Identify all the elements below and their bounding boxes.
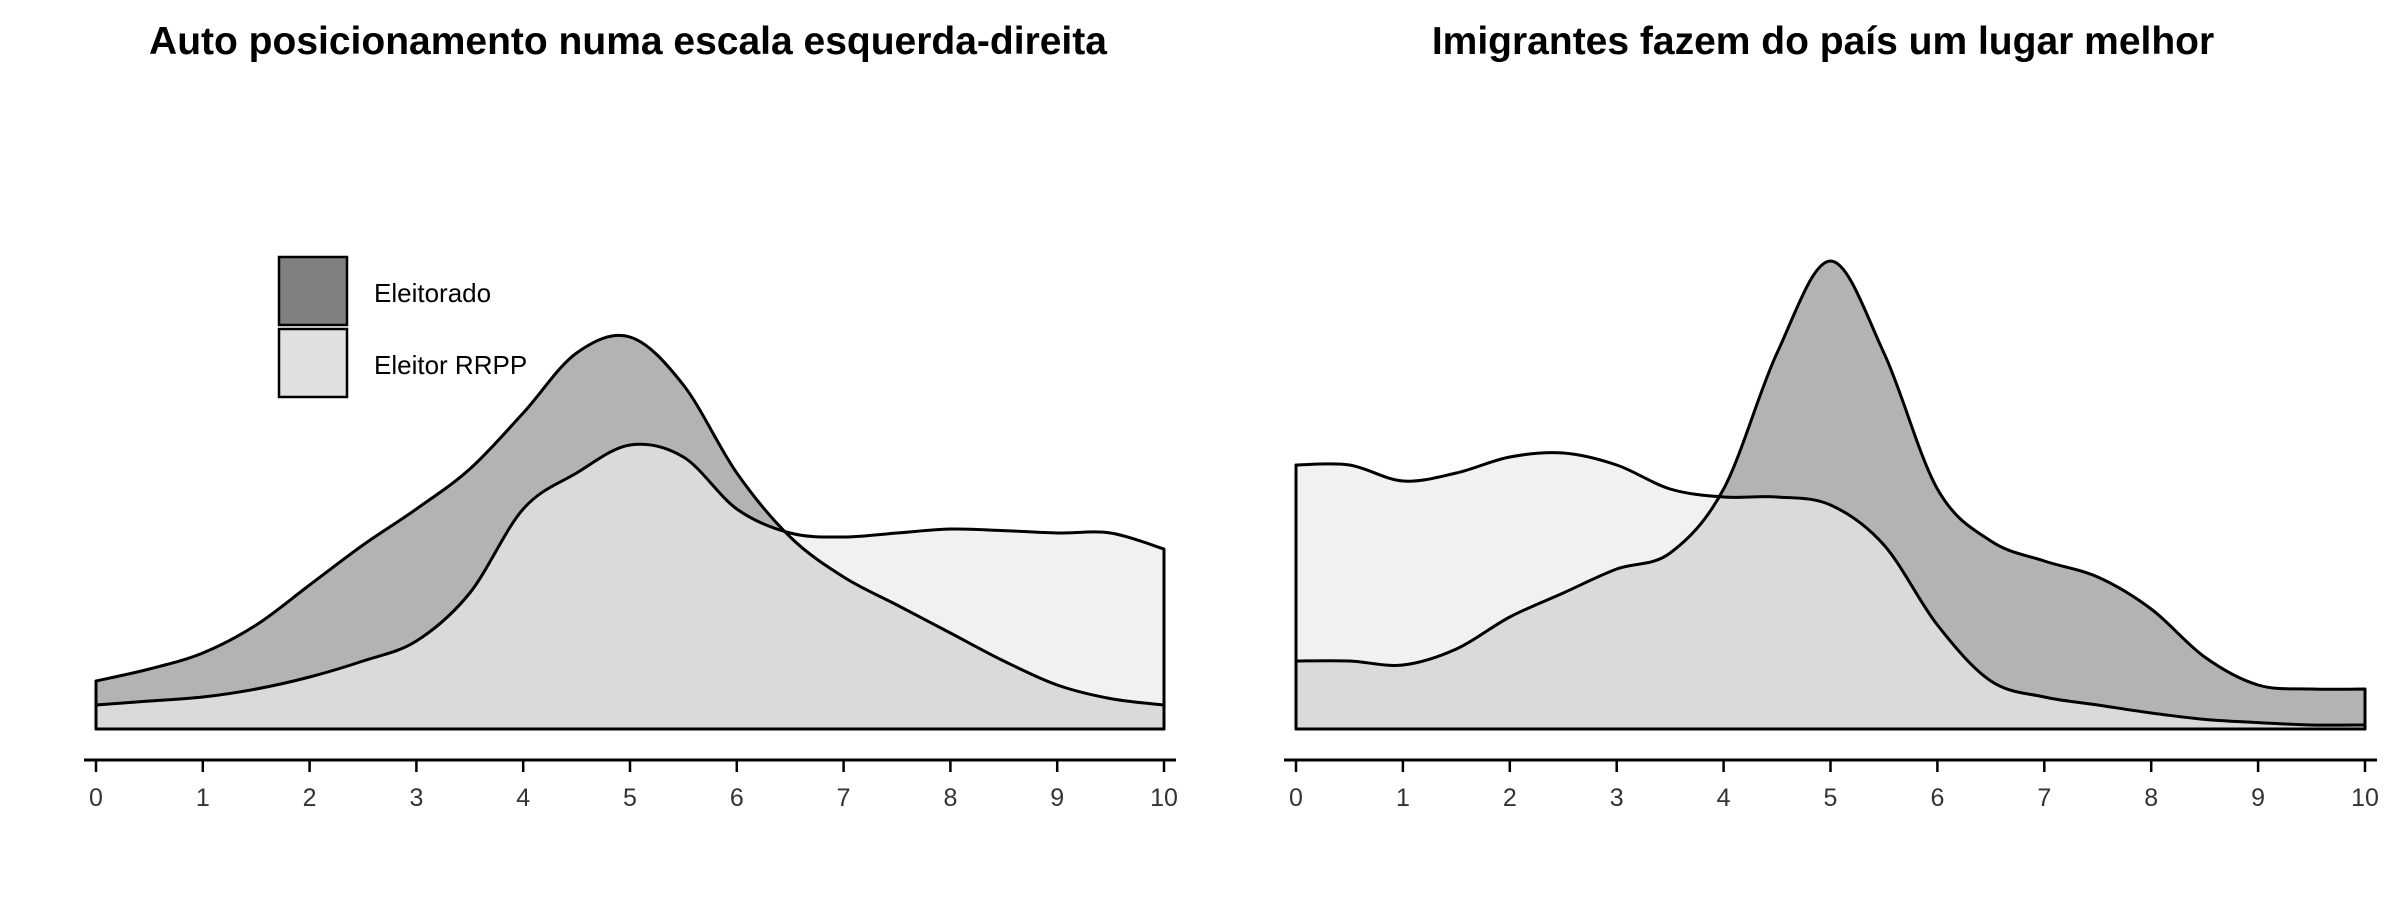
legend-label-eleitorado: Eleitorado bbox=[374, 278, 491, 308]
x-tick-label: 2 bbox=[1503, 784, 1517, 812]
series-layer bbox=[94, 333, 1166, 731]
x-tick-label: 3 bbox=[1610, 784, 1624, 812]
x-tick-label: 4 bbox=[516, 784, 530, 812]
x-tick-label: 7 bbox=[837, 784, 851, 812]
x-tick-label: 5 bbox=[1824, 784, 1838, 812]
x-tick-label: 6 bbox=[1930, 784, 1944, 812]
density-area-eleitor-rrpp bbox=[96, 444, 1164, 729]
series-layer bbox=[1294, 259, 2367, 731]
x-tick-label: 0 bbox=[1289, 784, 1303, 812]
x-tick-label: 1 bbox=[1396, 784, 1410, 812]
x-tick-label: 4 bbox=[1717, 784, 1731, 812]
x-tick-label: 8 bbox=[943, 784, 957, 812]
chart-left-self-positioning: Auto posicionamento numa escala esquerda… bbox=[84, 20, 1178, 812]
x-tick-label: 6 bbox=[730, 784, 744, 812]
chart-right-immigrants: Imigrantes fazem do país um lugar melhor… bbox=[1284, 20, 2379, 812]
density-outline-eleitor-rrpp bbox=[94, 442, 1166, 731]
x-tick-label: 1 bbox=[196, 784, 210, 812]
x-tick-label: 2 bbox=[303, 784, 317, 812]
x-axis: 0 1 2 3 4 5 6 7 8 9 10 bbox=[84, 758, 1178, 812]
density-outline-eleitor-rrpp bbox=[1294, 451, 2367, 731]
legend-label-eleitor-rrpp: Eleitor RRPP bbox=[374, 350, 527, 380]
x-tick-label: 8 bbox=[2144, 784, 2158, 812]
x-tick-label: 9 bbox=[1050, 784, 1064, 812]
chart-title: Imigrantes fazem do país um lugar melhor bbox=[1432, 20, 2214, 63]
x-tick-label: 7 bbox=[2037, 784, 2051, 812]
density-area-eleitor-rrpp bbox=[1296, 452, 2365, 729]
x-tick-label: 10 bbox=[2351, 784, 2379, 812]
legend-key-eleitorado bbox=[277, 255, 349, 327]
x-tick-label: 9 bbox=[2251, 784, 2265, 812]
legend-key-eleitor-rrpp bbox=[277, 327, 349, 399]
chart-title: Auto posicionamento numa escala esquerda… bbox=[149, 20, 1107, 63]
x-tick-label: 3 bbox=[409, 784, 423, 812]
density-outline-eleitorado bbox=[94, 333, 1166, 731]
x-tick-label: 10 bbox=[1150, 784, 1178, 812]
x-axis: 0 1 2 3 4 5 6 7 8 9 10 bbox=[1284, 758, 2379, 812]
x-tick-label: 0 bbox=[89, 784, 103, 812]
x-tick-label: 5 bbox=[623, 784, 637, 812]
density-outline-eleitorado bbox=[1294, 259, 2367, 731]
legend: Eleitorado Eleitor RRPP bbox=[277, 255, 527, 399]
